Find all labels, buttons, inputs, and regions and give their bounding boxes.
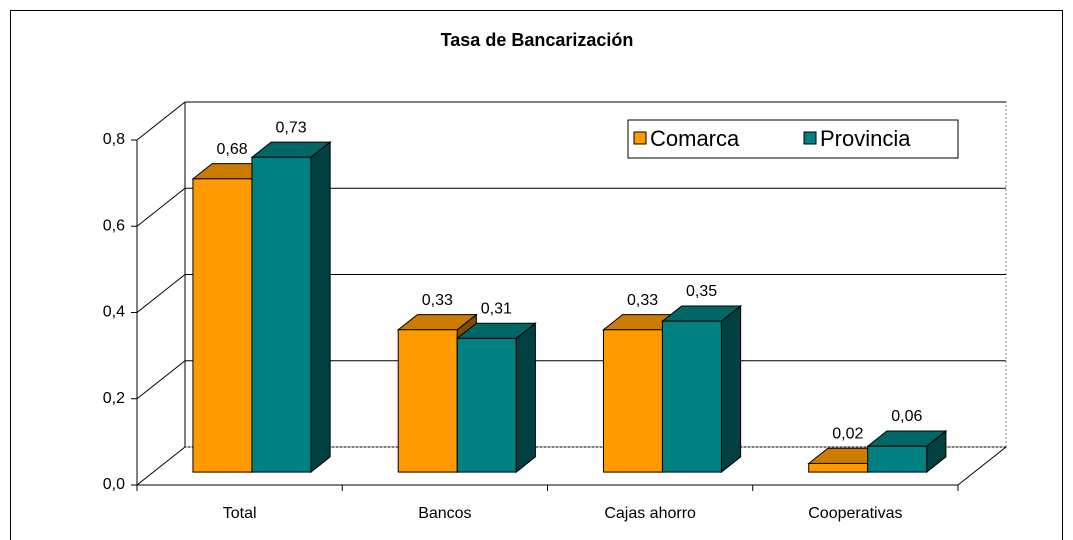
legend-label: Comarca bbox=[650, 126, 740, 151]
bar bbox=[251, 156, 312, 473]
legend-swatch bbox=[633, 131, 647, 145]
bar bbox=[808, 462, 869, 473]
data-label: 0,02 bbox=[832, 425, 863, 442]
grid-line bbox=[136, 187, 186, 227]
y-tick-label: 0,4 bbox=[103, 304, 125, 321]
grid-line bbox=[136, 274, 186, 313]
grid-line bbox=[136, 101, 186, 141]
x-tick-label: Cajas ahorro bbox=[604, 505, 696, 522]
legend-swatch bbox=[803, 131, 817, 145]
x-tick-label: Cooperativas bbox=[808, 505, 902, 522]
bar bbox=[602, 329, 663, 473]
bar bbox=[661, 320, 722, 473]
bar bbox=[397, 329, 458, 473]
legend-label: Provincia bbox=[820, 126, 911, 151]
bar-side bbox=[720, 304, 742, 474]
data-label: 0,06 bbox=[891, 408, 922, 425]
bar bbox=[867, 445, 928, 473]
y-tick-label: 0,2 bbox=[103, 390, 125, 407]
y-tick-label: 0,6 bbox=[103, 217, 125, 234]
legend-box bbox=[627, 119, 959, 159]
grid-line bbox=[136, 360, 186, 400]
y-tick-label: 0,8 bbox=[103, 131, 125, 148]
bar-side bbox=[515, 322, 536, 474]
chart-title: Tasa de Bancarización bbox=[441, 30, 634, 50]
data-label: 0,31 bbox=[481, 300, 512, 317]
x-tick-label: Total bbox=[223, 505, 257, 522]
data-label: 0,73 bbox=[275, 119, 306, 136]
bar bbox=[192, 178, 253, 473]
bar bbox=[456, 337, 517, 473]
x-tick-label: Bancos bbox=[418, 505, 471, 522]
data-label: 0,33 bbox=[422, 292, 453, 309]
data-label: 0,68 bbox=[216, 141, 247, 158]
bar-side bbox=[310, 141, 331, 474]
y-tick-label: 0,0 bbox=[103, 476, 125, 493]
data-label: 0,35 bbox=[686, 283, 717, 300]
data-label: 0,33 bbox=[627, 292, 658, 309]
